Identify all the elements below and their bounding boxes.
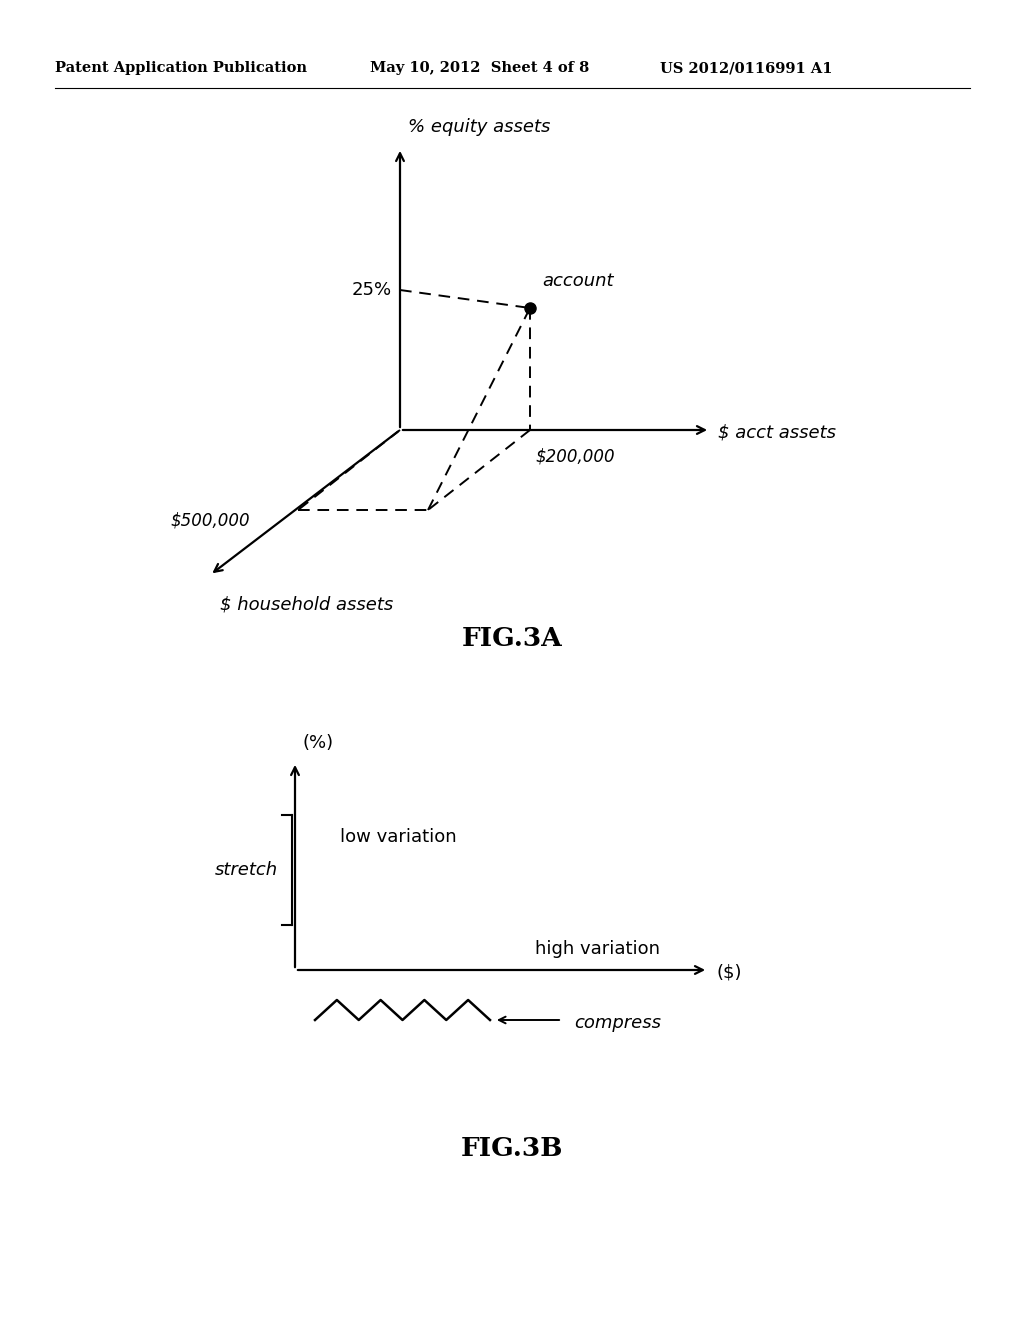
Text: $ household assets: $ household assets	[220, 595, 393, 612]
Text: $ acct assets: $ acct assets	[718, 424, 836, 442]
Text: account: account	[542, 272, 613, 290]
Text: $200,000: $200,000	[535, 447, 614, 466]
Text: May 10, 2012  Sheet 4 of 8: May 10, 2012 Sheet 4 of 8	[370, 61, 589, 75]
Text: FIG.3A: FIG.3A	[462, 626, 562, 651]
Text: (%): (%)	[303, 734, 334, 752]
Text: stretch: stretch	[215, 861, 278, 879]
Text: compress: compress	[574, 1014, 662, 1032]
Text: high variation: high variation	[535, 940, 660, 958]
Text: low variation: low variation	[340, 828, 457, 846]
Text: % equity assets: % equity assets	[408, 117, 550, 136]
Text: FIG.3B: FIG.3B	[461, 1135, 563, 1160]
Text: $500,000: $500,000	[170, 511, 250, 529]
Text: 25%: 25%	[352, 281, 392, 300]
Text: ($): ($)	[716, 964, 741, 982]
Text: US 2012/0116991 A1: US 2012/0116991 A1	[660, 61, 833, 75]
Text: Patent Application Publication: Patent Application Publication	[55, 61, 307, 75]
